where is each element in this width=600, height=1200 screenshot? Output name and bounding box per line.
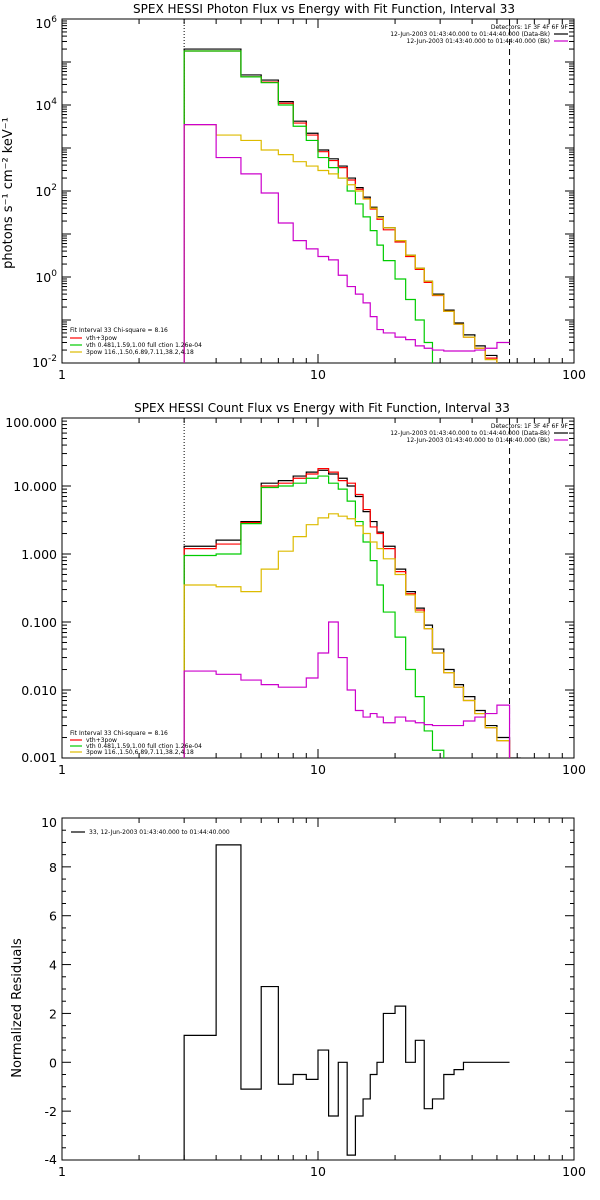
y-tick-label: 0.010	[21, 683, 57, 698]
photon-flux-legend-item-3: 3pow 116.,1.50,6.89,7.11,38.2,4.18	[86, 349, 194, 356]
count-flux-header-line-2: 12-Jun-2003 01:43:40.000 to 01:44:40.000…	[407, 437, 550, 444]
residuals-panel: Normalized Residuals 1 10 100 -4 -2 0 2 4 6 8 10 3…	[10, 815, 586, 1179]
residuals-series-1	[183, 844, 510, 1160]
photon-flux-series-5	[183, 124, 510, 363]
photon-flux-detectors: Detectors: 1F 3F 4F 6F 9F	[491, 24, 569, 31]
y-tick-label: 10-2	[32, 354, 57, 370]
y-tick-label: 100.000	[5, 415, 57, 430]
photon-flux-legend-item-2: vth 0.481,1.59,1.00 full ction 1.26e-04	[86, 342, 202, 349]
count-flux-legend-title: Fit Interval 33 Chi-square = 8.16	[70, 730, 168, 737]
y-tick-label: 100	[35, 269, 57, 285]
residuals-y-label: Normalized Residuals	[10, 938, 25, 1078]
y-tick-label: 1.000	[21, 547, 57, 562]
y-tick-label: -2	[45, 1104, 57, 1119]
count-flux-series-2	[183, 468, 511, 758]
y-tick-label: 0.100	[21, 615, 57, 630]
x-tick-label: 100	[562, 1164, 586, 1179]
count-flux-panel: SPEX HESSI Count Flux vs Energy with Fit…	[5, 401, 586, 777]
x-tick-label: 10	[310, 367, 326, 382]
photon-flux-y-label: photons s⁻¹ cm⁻² keV⁻¹	[1, 117, 16, 269]
residuals-plot-frame	[61, 817, 575, 1161]
count-flux-series-4	[183, 513, 511, 758]
photon-flux-series-4	[183, 124, 498, 363]
y-tick-label: 10	[41, 815, 57, 830]
x-tick-label: 1	[58, 1164, 66, 1179]
count-flux-legend-item-2: vth 0.481,1.59,1.00 full ction 1.26e-04	[86, 743, 202, 750]
photon-flux-header-line-1: 12-Jun-2003 01:43:40.000 to 01:44:40.000…	[390, 31, 550, 38]
count-flux-title: SPEX HESSI Count Flux vs Energy with Fit…	[134, 401, 510, 415]
y-tick-label: 104	[35, 97, 57, 113]
count-flux-header-line-1: 12-Jun-2003 01:43:40.000 to 01:44:40.000…	[390, 430, 550, 437]
photon-flux-plot-frame	[61, 18, 575, 364]
count-flux-legend-item-3: 3pow 116.,1.50,6.89,7.11,38.2,4.18	[86, 749, 194, 756]
y-tick-label: 6	[49, 909, 57, 924]
count-flux-series-3	[183, 475, 445, 758]
x-tick-label: 1	[58, 367, 66, 382]
photon-flux-legend-title: Fit Interval 33 Chi-square = 8.16	[70, 327, 168, 334]
photon-flux-header-line-2: 12-Jun-2003 01:43:40.000 to 01:44:40.000…	[407, 38, 550, 45]
y-tick-label: 10.000	[13, 479, 57, 494]
y-tick-label: 2	[49, 1006, 57, 1021]
x-tick-label: 10	[310, 762, 326, 777]
photon-flux-series-3	[183, 50, 434, 363]
photon-flux-title: SPEX HESSI Photon Flux vs Energy with Fi…	[133, 2, 515, 16]
x-tick-label: 100	[562, 367, 586, 382]
x-tick-label: 1	[58, 762, 66, 777]
y-tick-label: 4	[49, 958, 57, 973]
photon-flux-series-1	[183, 48, 510, 363]
y-tick-label: -4	[45, 1152, 58, 1167]
residuals-legend-item: 33, 12-Jun-2003 01:43:40.000 to 01:44:40…	[89, 829, 230, 836]
count-flux-legend-item-1: vth+3pow	[86, 737, 117, 744]
y-tick-label: 102	[35, 183, 57, 199]
count-flux-detectors: Detectors: 1F 3F 4F 6F 9F	[491, 423, 569, 430]
x-tick-label: 100	[562, 762, 586, 777]
count-flux-series-1	[183, 469, 521, 758]
photon-flux-panel: SPEX HESSI Photon Flux vs Energy with Fi…	[1, 2, 586, 382]
y-tick-label: 106	[35, 15, 57, 31]
y-tick-label: 0	[49, 1055, 57, 1070]
count-flux-series-5	[183, 621, 511, 758]
photon-flux-series-2	[183, 50, 498, 363]
x-tick-label: 10	[310, 1164, 326, 1179]
y-tick-label: 0.001	[21, 750, 57, 765]
photon-flux-legend-item-1: vth+3pow	[86, 335, 117, 342]
y-tick-label: 8	[49, 860, 57, 875]
